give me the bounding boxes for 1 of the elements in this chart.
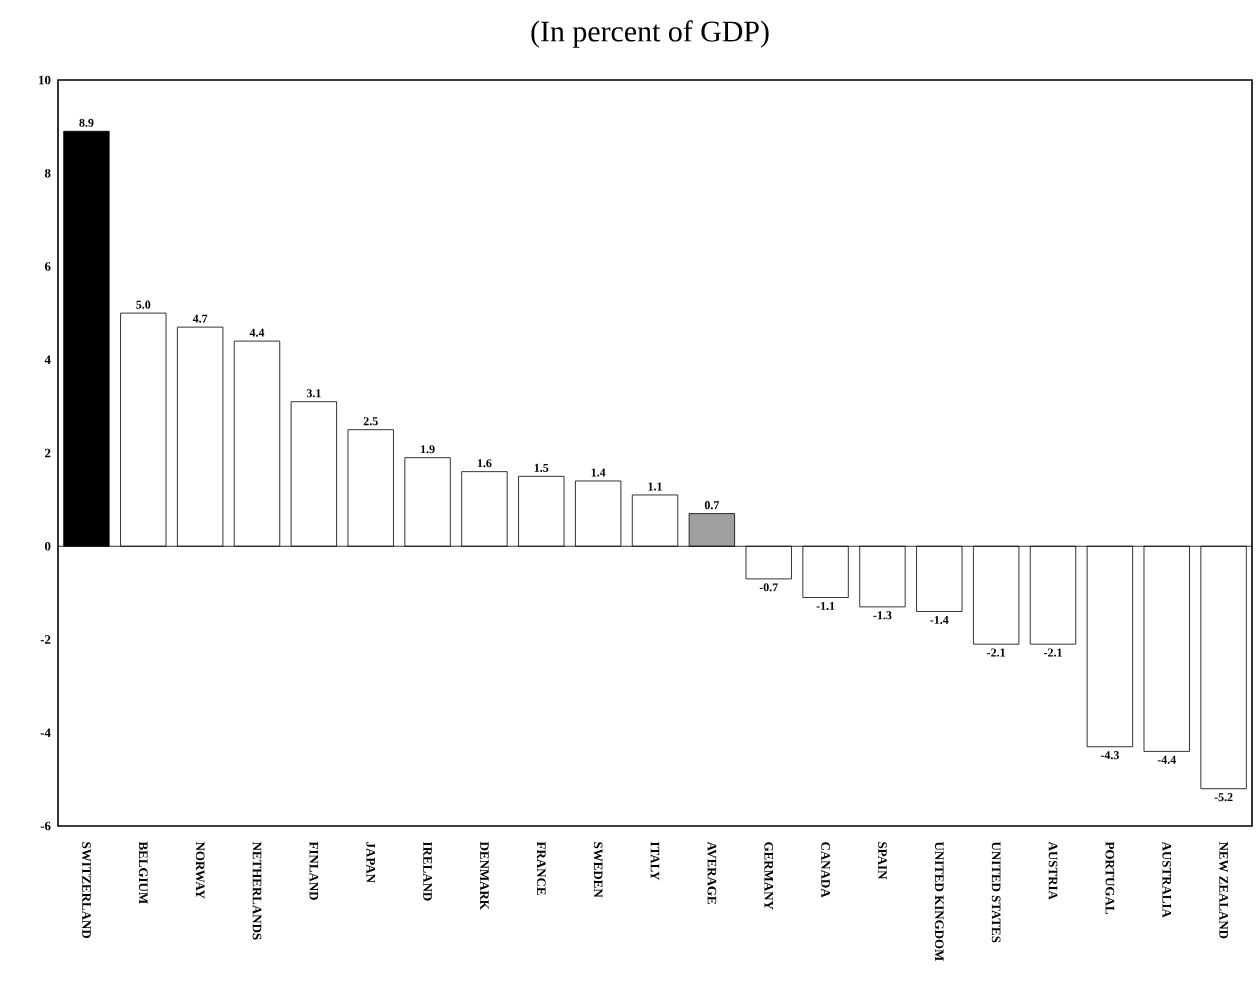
- chart-title: (In percent of GDP): [531, 20, 769, 48]
